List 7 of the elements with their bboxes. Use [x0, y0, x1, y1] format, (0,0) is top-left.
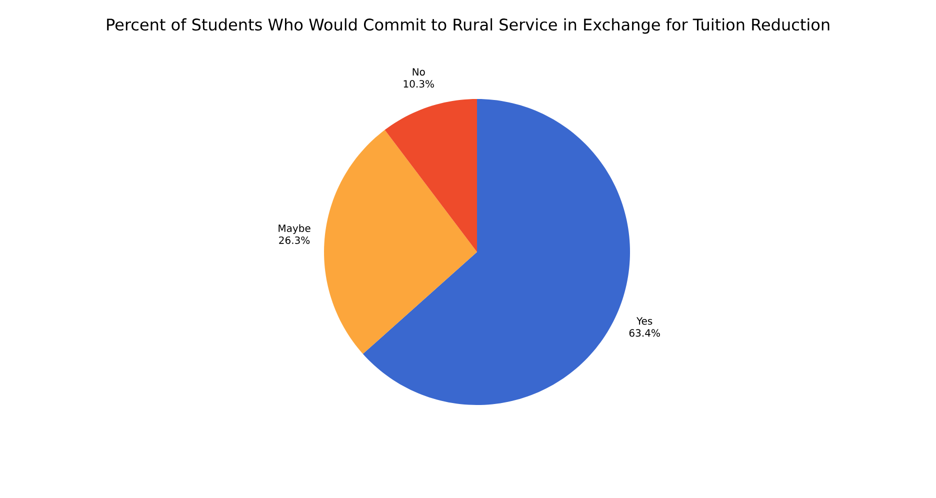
slice-label: Yes — [636, 317, 652, 325]
data-label: 10.3% — [404, 80, 434, 88]
data-label: 26.3% — [279, 236, 310, 244]
data-label: 63.4% — [629, 329, 660, 337]
slice-label: Maybe — [278, 224, 310, 234]
chart-title: Percent of Students Who Would Commit to Rural Service in Exchange for Tuition Reduction — [107, 18, 830, 34]
slice-label: No — [412, 68, 425, 76]
